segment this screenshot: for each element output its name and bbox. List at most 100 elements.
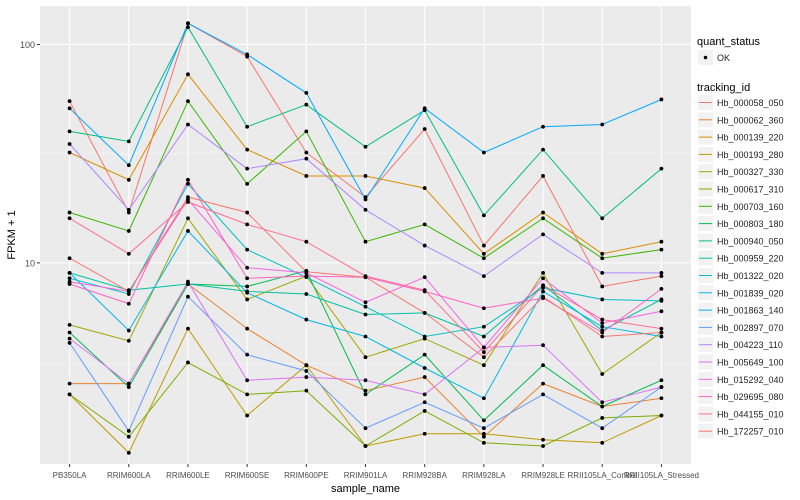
data-point-Hb_000062_360-6 bbox=[422, 375, 427, 379]
data-point-Hb_000617_310-7 bbox=[481, 440, 486, 445]
data-point-Hb_000940_050-0 bbox=[67, 129, 72, 134]
legend-label-Hb_000703_160: Hb_000703_160 bbox=[717, 202, 784, 212]
x-tick-label-7: RRIM928LA bbox=[462, 471, 506, 480]
data-point-Hb_000803_180-8 bbox=[541, 363, 545, 368]
data-point-Hb_000703_160-8 bbox=[541, 216, 545, 221]
data-point-Hb_000058_050-7 bbox=[481, 243, 486, 248]
data-point-Hb_001863_140-9 bbox=[600, 122, 605, 127]
data-point-Hb_002897_070-8 bbox=[541, 392, 545, 397]
data-point-Hb_000803_180-5 bbox=[363, 392, 368, 397]
legend-title-tracking-id: tracking_id bbox=[697, 82, 750, 94]
data-point-Hb_000703_160-4 bbox=[304, 129, 309, 134]
data-point-Hb_029695_080-10 bbox=[659, 287, 664, 291]
data-point-Hb_004223_110-10 bbox=[659, 270, 664, 275]
x-tick-label-5: RRIM901LA bbox=[344, 471, 388, 480]
data-point-Hb_000062_360-8 bbox=[541, 381, 545, 386]
legend-label-Hb_002897_070: Hb_002897_070 bbox=[717, 323, 784, 333]
data-point-Hb_015292_040-10 bbox=[659, 309, 664, 314]
data-point-Hb_000062_360-7 bbox=[481, 434, 486, 439]
data-point-Hb_001839_020-2 bbox=[186, 229, 190, 233]
data-point-Hb_000940_050-10 bbox=[659, 166, 664, 171]
data-point-Hb_172257_010-7 bbox=[481, 355, 486, 360]
data-point-Hb_000940_050-8 bbox=[541, 147, 545, 152]
legend-label-Hb_000062_360: Hb_000062_360 bbox=[717, 115, 784, 125]
data-point-Hb_000617_310-1 bbox=[126, 434, 131, 439]
data-point-Hb_004223_110-2 bbox=[186, 122, 190, 127]
data-point-Hb_005649_100-6 bbox=[422, 392, 427, 397]
data-point-Hb_000803_180-0 bbox=[67, 330, 72, 335]
data-point-Hb_000940_050-5 bbox=[363, 144, 368, 149]
data-point-Hb_172257_010-9 bbox=[600, 334, 605, 339]
data-point-Hb_044155_010-4 bbox=[304, 239, 309, 244]
data-point-Hb_005649_100-9 bbox=[600, 400, 605, 405]
data-point-Hb_000703_160-9 bbox=[600, 256, 605, 261]
legend-label-Hb_001863_140: Hb_001863_140 bbox=[717, 306, 784, 316]
legend-label-Hb_000617_310: Hb_000617_310 bbox=[717, 185, 784, 195]
x-axis-title: sample_name bbox=[331, 483, 400, 495]
data-point-Hb_000959_220-7 bbox=[481, 334, 486, 339]
data-point-Hb_000058_050-10 bbox=[659, 274, 664, 278]
data-point-Hb_001863_140-2 bbox=[186, 21, 190, 26]
data-point-Hb_000058_050-0 bbox=[67, 99, 72, 104]
data-point-Hb_005649_100-10 bbox=[659, 385, 664, 389]
legend-label-Hb_029695_080: Hb_029695_080 bbox=[717, 392, 784, 402]
data-point-Hb_000803_180-6 bbox=[422, 352, 427, 357]
data-point-Hb_005649_100-2 bbox=[186, 279, 190, 284]
data-point-Hb_001839_020-5 bbox=[363, 334, 368, 339]
data-point-Hb_001863_140-10 bbox=[659, 97, 664, 102]
data-point-Hb_002897_070-2 bbox=[186, 294, 190, 299]
data-point-Hb_001839_020-0 bbox=[67, 270, 72, 275]
data-point-Hb_000617_310-9 bbox=[600, 416, 605, 420]
data-point-Hb_000139_220-8 bbox=[541, 210, 545, 215]
data-point-Hb_000139_220-4 bbox=[304, 174, 309, 178]
data-point-Hb_000193_280-2 bbox=[186, 326, 190, 331]
data-point-Hb_001322_020-9 bbox=[600, 297, 605, 302]
data-point-Hb_000617_310-2 bbox=[186, 360, 190, 365]
data-point-Hb_000959_220-5 bbox=[363, 312, 368, 317]
data-point-Hb_000617_310-3 bbox=[245, 392, 250, 397]
data-point-Hb_001322_020-6 bbox=[422, 334, 427, 339]
data-point-Hb_000803_180-7 bbox=[481, 418, 486, 423]
data-point-Hb_015292_040-6 bbox=[422, 275, 427, 280]
data-point-Hb_000803_180-9 bbox=[600, 404, 605, 409]
data-point-Hb_005649_100-8 bbox=[541, 343, 545, 348]
data-point-Hb_029695_080-2 bbox=[186, 177, 190, 182]
data-point-Hb_000617_310-4 bbox=[304, 388, 309, 393]
data-point-Hb_000703_160-1 bbox=[126, 229, 131, 233]
data-point-Hb_000940_050-4 bbox=[304, 102, 309, 107]
data-point-Hb_001322_020-10 bbox=[659, 298, 664, 303]
data-point-Hb_000703_160-3 bbox=[245, 181, 250, 186]
data-point-Hb_001322_020-2 bbox=[186, 181, 190, 186]
data-point-Hb_000193_280-6 bbox=[422, 431, 427, 436]
legend-label-Hb_172257_010: Hb_172257_010 bbox=[717, 427, 784, 437]
data-point-Hb_044155_010-6 bbox=[422, 288, 427, 293]
data-point-Hb_029695_080-9 bbox=[600, 330, 605, 335]
axes-layer: 10 100 PB350LA RRIM600LA RRIM600LE RRIM600SE R… bbox=[20, 40, 699, 480]
data-point-Hb_000193_280-7 bbox=[481, 431, 486, 436]
y-tick-label-10: 10 bbox=[25, 258, 35, 268]
data-point-Hb_005649_100-1 bbox=[126, 381, 131, 386]
data-point-Hb_000803_180-10 bbox=[659, 378, 664, 383]
data-point-Hb_000703_160-10 bbox=[659, 247, 664, 252]
data-point-Hb_000139_220-0 bbox=[67, 150, 72, 155]
data-point-Hb_000617_310-5 bbox=[363, 444, 368, 448]
data-point-Hb_000139_220-10 bbox=[659, 239, 664, 244]
data-point-Hb_002897_070-4 bbox=[304, 369, 309, 373]
data-point-Hb_000139_220-9 bbox=[600, 251, 605, 256]
data-point-Hb_001863_140-4 bbox=[304, 91, 309, 95]
data-point-Hb_001322_020-1 bbox=[126, 292, 131, 296]
legend-label-Hb_000959_220: Hb_000959_220 bbox=[717, 254, 784, 264]
data-point-Hb_004223_110-8 bbox=[541, 232, 545, 237]
data-point-Hb_172257_010-1 bbox=[126, 289, 131, 294]
x-tick-label-10: RRII105LA_Stressed bbox=[624, 471, 699, 480]
data-point-Hb_172257_010-5 bbox=[363, 275, 368, 280]
legend-title-quant-status: quant_status bbox=[697, 36, 760, 48]
legend-label-Hb_004223_110: Hb_004223_110 bbox=[717, 340, 783, 350]
data-point-Hb_044155_010-0 bbox=[67, 216, 72, 221]
data-point-Hb_000327_330-2 bbox=[186, 216, 190, 221]
data-point-Hb_000803_180-3 bbox=[245, 284, 250, 289]
x-tick-label-2: RRIM600LE bbox=[166, 471, 210, 480]
data-point-Hb_000327_330-3 bbox=[245, 297, 250, 302]
legend-label-ok: OK bbox=[717, 53, 730, 63]
